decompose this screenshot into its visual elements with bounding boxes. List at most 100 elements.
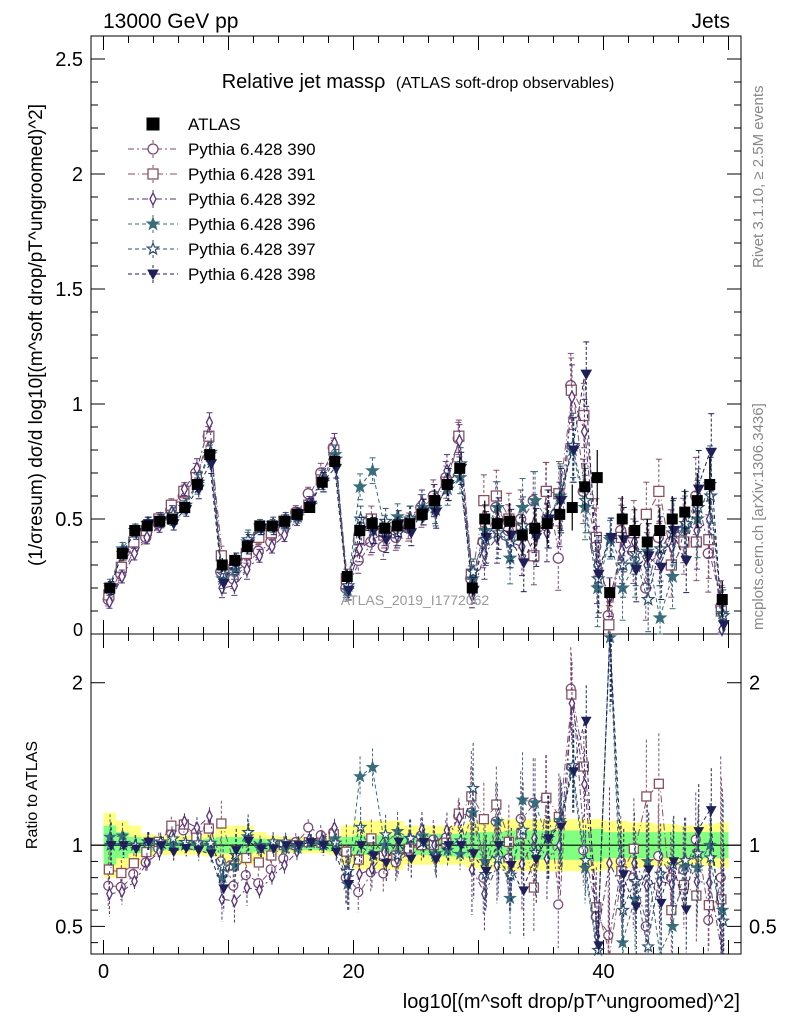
atlas-point (491, 518, 503, 530)
series-ratio-point (203, 835, 218, 849)
series-ratio-point (578, 853, 593, 867)
series-point (268, 539, 276, 555)
series-point (230, 578, 239, 594)
series-ratio-point (280, 841, 292, 851)
atlas-point (604, 587, 616, 599)
series-ratio-point (353, 886, 364, 898)
series-ratio-point (615, 935, 630, 949)
series-ratio-point (205, 849, 217, 860)
series-ratio-point (181, 814, 188, 829)
series-ratio-point (603, 930, 614, 941)
series-point (678, 536, 690, 548)
series-point (590, 580, 605, 595)
series-ratio-point (243, 836, 255, 847)
side-label-rivet: Rivet 3.1.10, ≥ 2.5M events (750, 86, 767, 269)
x-axis-label: log10[(m^soft drop/pT^ungroomed)^2] (403, 991, 740, 1013)
header-right: Jets (691, 10, 730, 33)
series-ratio-point (366, 833, 377, 844)
series-ratio-point (641, 791, 652, 802)
series-ratio-point (691, 890, 702, 901)
series-point (703, 488, 719, 503)
series-ratio-point (303, 822, 314, 833)
series-ratio-point (528, 882, 539, 893)
atlas-point (254, 520, 266, 532)
series-point (105, 594, 114, 610)
series-ratio-point (378, 837, 392, 852)
series-ratio-point (293, 841, 305, 851)
series-ratio-point (103, 864, 114, 875)
series-ratio-point (666, 904, 677, 916)
atlas-point (116, 548, 128, 559)
legend-marker (145, 216, 161, 231)
series-ratio-point (106, 886, 113, 901)
atlas-point (204, 449, 216, 461)
atlas-point (566, 502, 578, 513)
series-ratio-point (268, 844, 280, 855)
series-point (280, 527, 289, 543)
series-ratio-point (528, 795, 542, 809)
series-ratio-point (478, 854, 492, 868)
series-ratio-point (378, 868, 389, 879)
series-ratio-point (356, 867, 363, 882)
series-point (705, 511, 714, 527)
series-ratio-line (109, 633, 723, 951)
series-point (617, 535, 630, 546)
atlas-point (429, 495, 441, 507)
series-ratio-point (115, 828, 130, 842)
legend: ATLAS Pythia 6.428 390 Pythia 6.428 391 Pyt… (128, 115, 316, 284)
series-ratio-point (703, 850, 718, 864)
atlas-point (541, 518, 553, 530)
series-point (203, 430, 215, 442)
series-point (680, 555, 693, 567)
series-point (642, 551, 655, 562)
series-ratio-point (216, 818, 227, 829)
atlas-point (341, 571, 353, 582)
series-ratio-point (266, 834, 281, 848)
series-point (678, 515, 694, 530)
atlas-point (466, 582, 478, 594)
y-tick-label: 2 (72, 164, 83, 186)
atlas-point (579, 481, 591, 493)
series-ratio-point (503, 890, 517, 905)
series-ratio-point (518, 857, 526, 872)
series-ratio-point (465, 805, 480, 819)
series-ratio-point (480, 867, 492, 877)
series-point (578, 492, 594, 507)
series-ratio-point (216, 859, 231, 873)
series-ratio-point (478, 814, 490, 825)
legend-entry-0: Pythia 6.428 390 (128, 140, 316, 159)
series-ratio-point (515, 813, 526, 824)
series-ratio-point (491, 851, 506, 865)
series-ratio-point (230, 846, 242, 856)
atlas-point (666, 513, 678, 525)
legend-label: Pythia 6.428 396 (188, 215, 316, 234)
series-line (109, 385, 723, 616)
series-ratio-point (453, 846, 467, 861)
series-point (705, 447, 718, 459)
series-ratio-point (393, 837, 405, 848)
series-ratio-point (468, 849, 480, 859)
series-point (217, 578, 230, 590)
series-ratio-point (430, 855, 442, 865)
series-ratio-point (490, 814, 505, 828)
series-ratio-point (503, 836, 515, 848)
x-tick-label: 0 (98, 961, 109, 983)
series-point (215, 550, 228, 562)
legend-label-atlas: ATLAS (188, 115, 241, 134)
series-ratio-point (591, 902, 602, 913)
legend-entry-2: Pythia 6.428 392 (128, 190, 316, 209)
series-point (490, 525, 506, 540)
series-ratio-point (706, 875, 713, 890)
series-point (480, 532, 493, 544)
atlas-point (304, 502, 316, 513)
series-ratio-point (581, 777, 588, 792)
series-ratio-point (103, 829, 117, 843)
series-ratio-point (255, 844, 267, 855)
legend-label: Pythia 6.428 398 (188, 265, 316, 284)
y-axis-label: (1/σresum) dσ/d log10[(m^soft drop/pT^un… (26, 104, 47, 566)
series-ratio-point (355, 841, 367, 851)
series-ratio-point (193, 820, 201, 835)
series-ratio-point (593, 941, 605, 952)
series-ratio-point (206, 809, 213, 823)
legend-label: Pythia 6.428 397 (188, 240, 316, 259)
